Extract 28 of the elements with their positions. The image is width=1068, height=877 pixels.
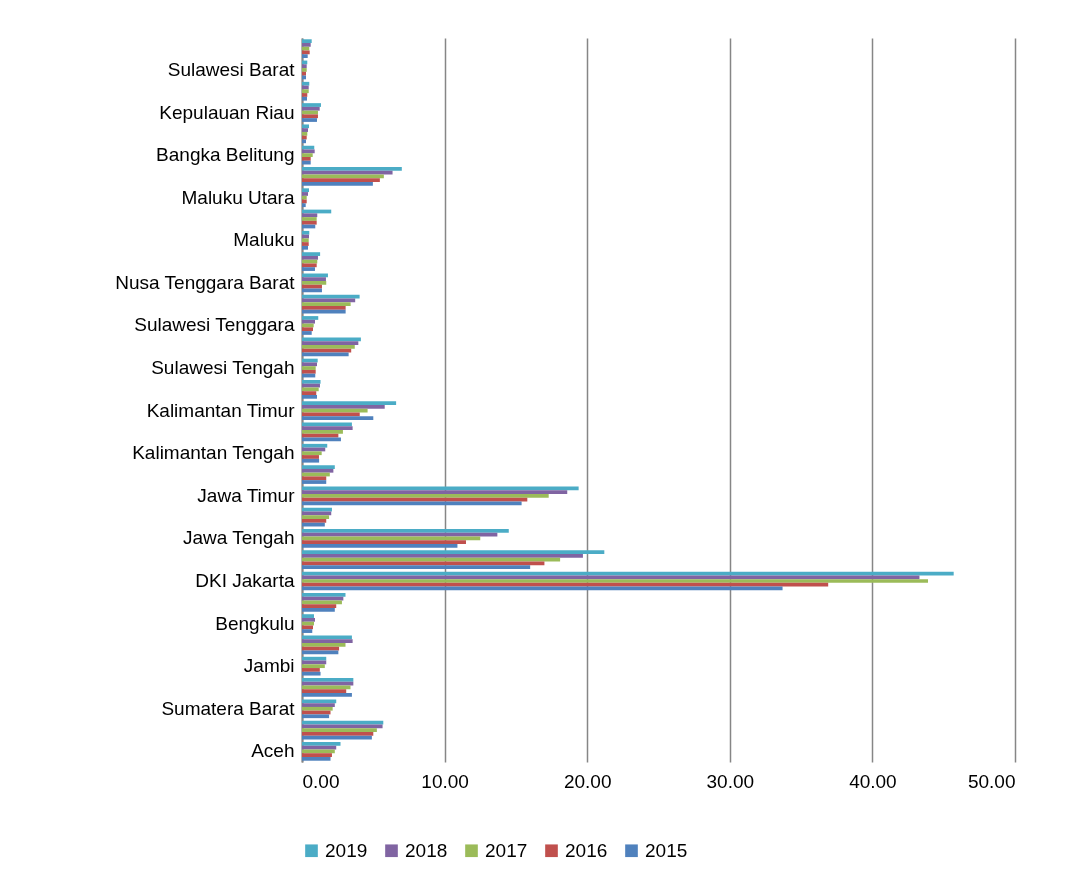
x-tick-label: 10.00: [421, 770, 469, 792]
legend-label: 2019: [325, 839, 368, 861]
y-tick-label: Maluku Utara: [181, 186, 295, 208]
y-tick-label: Kalimantan Tengah: [132, 442, 295, 464]
legend-label: 2015: [645, 839, 688, 861]
y-tick-label: Jawa Tengah: [182, 527, 295, 549]
x-tick-label: 50.00: [967, 770, 1016, 792]
y-tick-label: Kalimantan Timur: [146, 399, 296, 421]
y-tick-label: Sulawesi Barat: [167, 58, 296, 80]
x-tick-label: 40.00: [849, 770, 897, 792]
y-tick-label: Jawa Timur: [197, 484, 296, 506]
y-tick-label: Aceh: [251, 740, 295, 762]
y-tick-label: Nusa Tenggara Barat: [115, 271, 296, 293]
legend-label: 2017: [485, 839, 528, 861]
x-tick-label: 20.00: [563, 770, 612, 792]
y-tick-label: Bengkulu: [215, 612, 295, 634]
y-tick-label: Jambi: [243, 655, 295, 677]
y-tick-label: Sulawesi Tengah: [151, 357, 295, 379]
y-tick-label: Sumatera Barat: [161, 697, 296, 719]
legend-label: 2018: [405, 839, 448, 861]
y-tick-label: Sulawesi Tenggara: [134, 314, 295, 336]
x-tick-label: 30.00: [706, 770, 755, 792]
y-tick-label: Maluku: [233, 229, 295, 251]
y-tick-label: DKI Jakarta: [195, 570, 295, 591]
x-tick-label: 0.00: [302, 770, 340, 792]
y-tick-label: Bangka Belitung: [156, 144, 295, 166]
y-tick-label: Kepulauan Riau: [159, 101, 295, 123]
legend-label: 2016: [565, 839, 608, 861]
